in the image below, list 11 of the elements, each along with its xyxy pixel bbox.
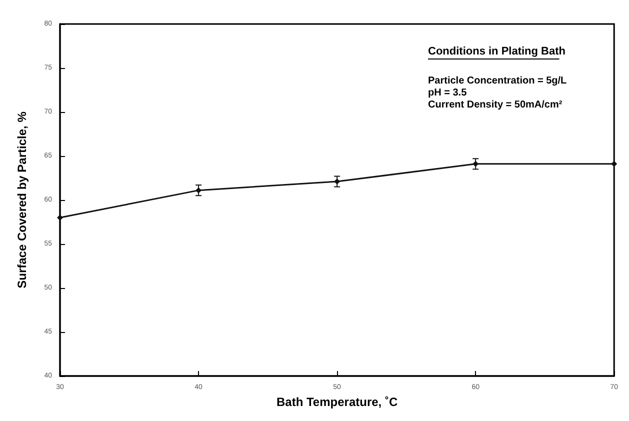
annotation: Conditions in Plating Bath [428, 46, 566, 58]
x-axis-title: Bath Temperature, ˚C [276, 395, 398, 409]
point [196, 187, 202, 194]
annotation: Current Density = 50mA/cm² [428, 100, 563, 110]
point [334, 178, 340, 185]
annotation: Particle Concentration = 5g/L [428, 76, 567, 86]
point [472, 160, 479, 167]
annotation: pH = 3.5 [428, 88, 468, 98]
point [611, 160, 618, 167]
point [57, 214, 63, 221]
y-axis-title: Surface Covered by Particle, % [15, 111, 29, 288]
